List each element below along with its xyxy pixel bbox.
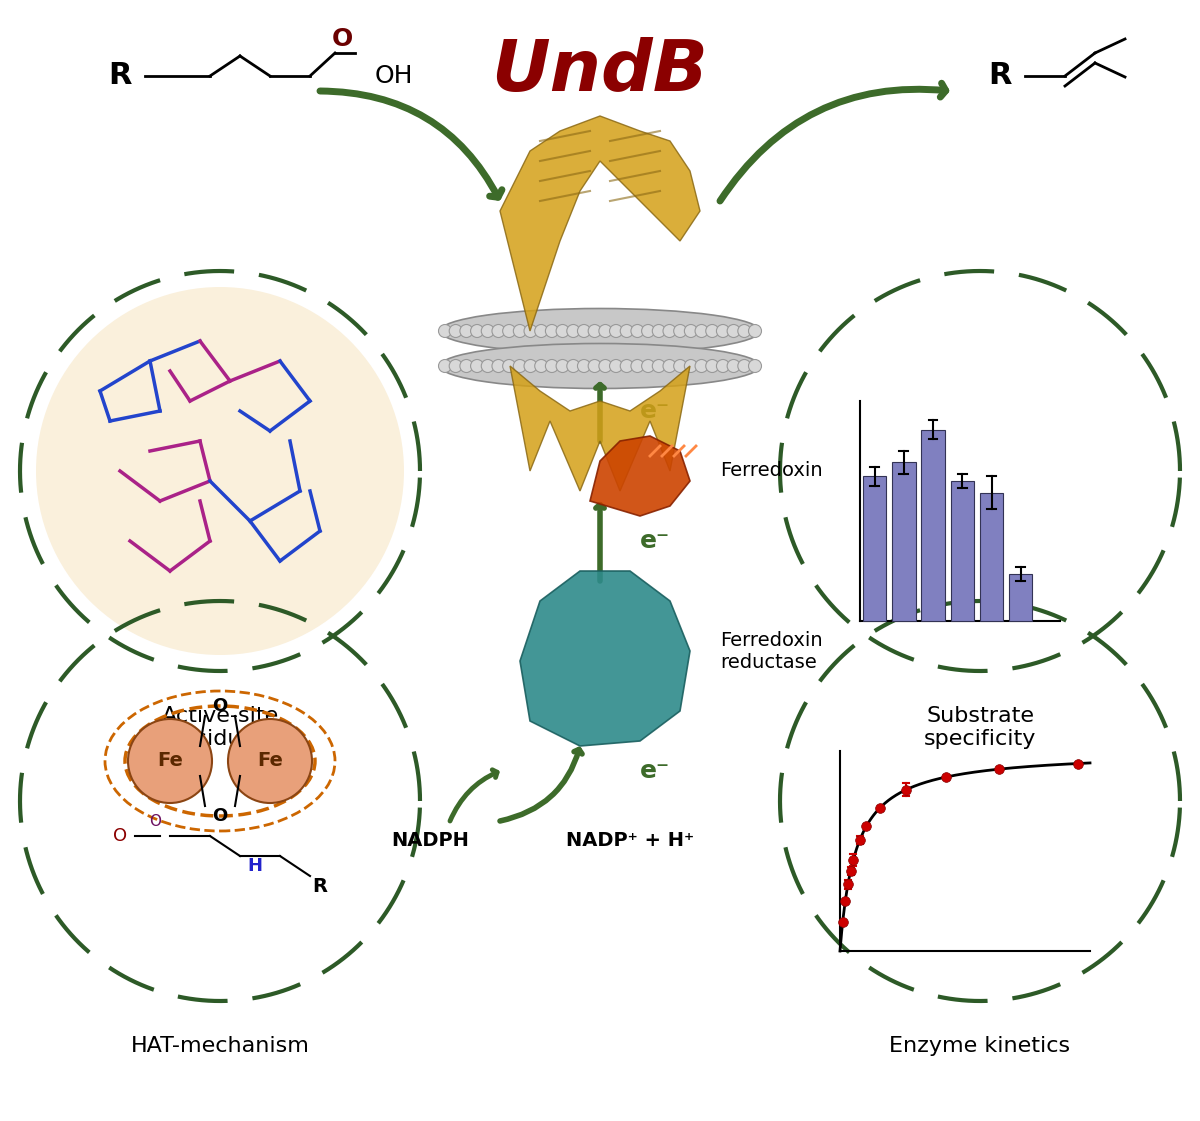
Circle shape [36,287,404,655]
Circle shape [577,324,590,337]
Text: O: O [212,697,228,715]
Circle shape [716,324,730,337]
Polygon shape [520,571,690,745]
Text: Ferredoxin: Ferredoxin [720,462,823,481]
Circle shape [566,324,580,337]
Ellipse shape [440,308,760,353]
Circle shape [535,360,547,372]
Circle shape [684,360,697,372]
Circle shape [588,360,601,372]
Circle shape [727,324,740,337]
Polygon shape [510,365,690,491]
Circle shape [599,360,612,372]
Circle shape [738,360,751,372]
Bar [950,481,974,621]
Circle shape [610,360,623,372]
Circle shape [492,324,505,337]
Circle shape [128,719,212,803]
Text: Fe: Fe [257,751,283,770]
Circle shape [631,360,644,372]
Circle shape [545,360,558,372]
Circle shape [577,360,590,372]
Circle shape [684,324,697,337]
Text: OH: OH [374,64,414,89]
Circle shape [524,324,538,337]
Circle shape [673,360,686,372]
Text: O: O [149,814,161,828]
Circle shape [460,360,473,372]
Text: HAT-mechanism: HAT-mechanism [131,1036,310,1056]
Text: e⁻: e⁻ [640,399,670,423]
Circle shape [556,360,569,372]
Circle shape [695,360,708,372]
Circle shape [503,324,516,337]
Circle shape [228,719,312,803]
Circle shape [438,360,451,372]
Circle shape [749,360,762,372]
Circle shape [653,324,665,337]
Text: R: R [989,62,1012,91]
Polygon shape [590,436,690,516]
Circle shape [706,360,719,372]
Circle shape [631,324,644,337]
Text: Active-site
residues: Active-site residues [161,706,278,749]
Ellipse shape [440,343,760,389]
Circle shape [662,324,676,337]
Bar [892,462,916,621]
Text: NADP⁺ + H⁺: NADP⁺ + H⁺ [566,832,694,851]
Circle shape [620,360,634,372]
Circle shape [481,324,494,337]
Circle shape [642,324,655,337]
Circle shape [738,324,751,337]
Text: Substrate
specificity: Substrate specificity [924,706,1036,749]
Text: O: O [331,27,353,50]
Circle shape [716,360,730,372]
Text: R: R [312,877,328,896]
Text: Enzyme kinetics: Enzyme kinetics [889,1036,1070,1056]
Bar [980,493,1003,621]
Circle shape [438,324,451,337]
Circle shape [481,360,494,372]
Circle shape [449,360,462,372]
Text: R: R [108,62,132,91]
Circle shape [470,360,484,372]
Circle shape [503,360,516,372]
Text: e⁻: e⁻ [640,529,670,553]
Circle shape [545,324,558,337]
Text: UndB: UndB [492,37,708,105]
Circle shape [662,360,676,372]
Circle shape [492,360,505,372]
Circle shape [524,360,538,372]
Text: NADPH: NADPH [391,832,469,851]
Circle shape [642,360,655,372]
Bar [863,476,887,621]
Circle shape [727,360,740,372]
Circle shape [514,360,527,372]
Text: H: H [247,856,263,876]
Circle shape [566,360,580,372]
Text: Fe: Fe [157,751,182,770]
Text: Ferredoxin
reductase: Ferredoxin reductase [720,630,823,671]
Text: e⁻: e⁻ [640,759,670,782]
Circle shape [610,324,623,337]
Circle shape [673,324,686,337]
Text: O: O [113,827,127,845]
Text: O: O [212,807,228,825]
Circle shape [460,324,473,337]
Circle shape [749,324,762,337]
Circle shape [695,324,708,337]
Circle shape [470,324,484,337]
Circle shape [653,360,665,372]
Circle shape [449,324,462,337]
Circle shape [599,324,612,337]
Bar [922,429,944,621]
Circle shape [556,324,569,337]
Bar [1009,574,1032,621]
Circle shape [535,324,547,337]
Circle shape [588,324,601,337]
Circle shape [620,324,634,337]
Polygon shape [500,115,700,331]
Circle shape [706,324,719,337]
Circle shape [514,324,527,337]
